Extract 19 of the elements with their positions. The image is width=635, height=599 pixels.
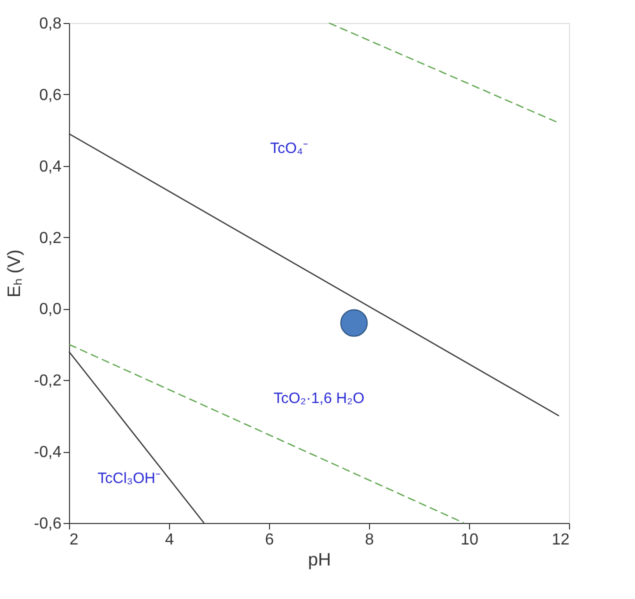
x-axis-title: pH (308, 550, 332, 570)
y-tick-label: -0,6 (34, 516, 62, 532)
annotation: TcO₂·1,6 H₂O (274, 390, 364, 407)
x-tick-label: 6 (265, 532, 274, 548)
annotation: TcCl₃OH⁻ (98, 470, 160, 487)
y-axis-title: Eₕ (V) (4, 249, 24, 298)
x-tick-label: 8 (365, 532, 374, 548)
y-tick-label: 0,6 (39, 86, 62, 104)
x-tick-label: 12 (552, 532, 570, 548)
y-tick-label: -0,2 (34, 372, 62, 390)
y-tick-label: -0,4 (34, 444, 62, 462)
y-tick-label: 0,0 (39, 301, 62, 318)
y-tick-label: 0,8 (39, 16, 62, 32)
x-tick-label: 10 (460, 532, 478, 548)
x-tick-label: 2 (70, 532, 78, 548)
y-tick-label: 0,4 (39, 158, 62, 176)
x-tick-label: 4 (165, 532, 174, 548)
y-tick-label: 0,2 (39, 230, 62, 247)
annotation: TcO₄⁻ (270, 140, 308, 157)
